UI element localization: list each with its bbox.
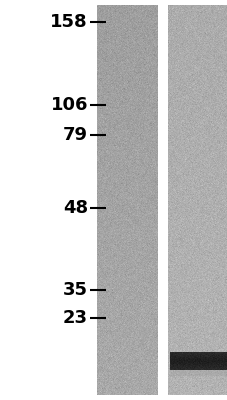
Bar xyxy=(157,5,167,395)
Text: 158: 158 xyxy=(50,13,88,31)
Text: 79: 79 xyxy=(63,126,88,144)
Text: 35: 35 xyxy=(63,281,88,299)
Text: 23: 23 xyxy=(63,309,88,327)
Text: 106: 106 xyxy=(50,96,88,114)
Text: 48: 48 xyxy=(63,199,88,217)
